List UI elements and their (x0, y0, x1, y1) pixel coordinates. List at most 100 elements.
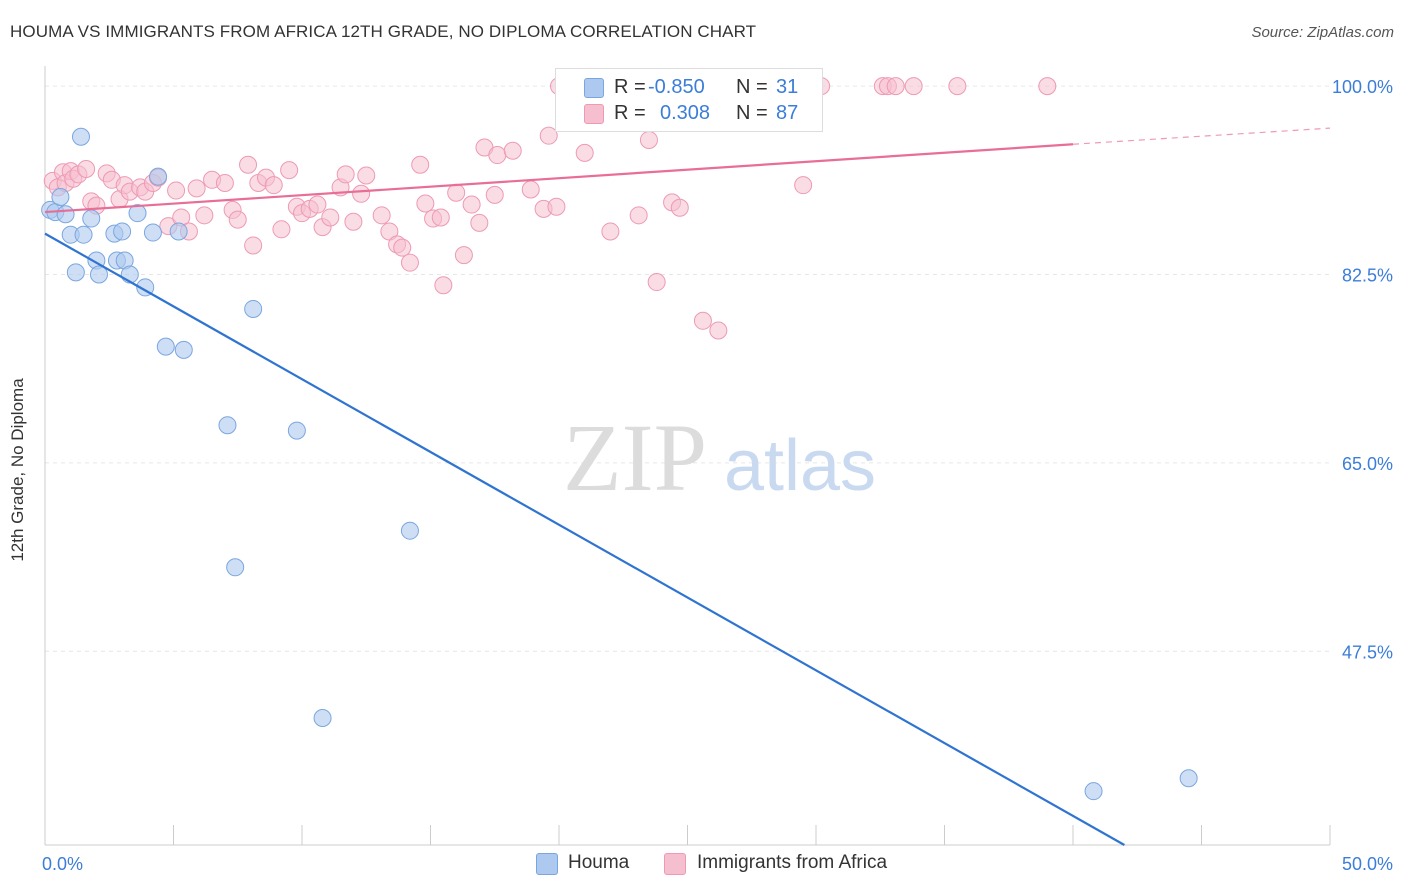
africa-swatch (584, 104, 604, 124)
houma-point (1084, 782, 1103, 801)
houma-point (143, 223, 162, 242)
africa-point (336, 165, 355, 184)
africa-point (886, 77, 905, 96)
africa-point (521, 180, 540, 199)
africa-trend-extension (1072, 127, 1331, 145)
africa-point (344, 212, 363, 231)
axes (44, 66, 1331, 846)
africa-point (488, 146, 507, 165)
houma-point (156, 337, 175, 356)
houma-n-value: 31 (776, 76, 799, 98)
x-tick-label: 0.0% (42, 854, 83, 874)
y-tick-label: 47.5% (1342, 642, 1393, 662)
data-points (41, 77, 1198, 801)
africa-point (321, 208, 340, 227)
africa-point (1038, 77, 1057, 96)
houma-point (218, 416, 237, 435)
africa-point (228, 210, 247, 229)
y-tick-label: 82.5% (1342, 266, 1393, 286)
africa-point (393, 238, 412, 257)
africa-point (629, 206, 648, 225)
africa-point (357, 166, 376, 185)
africa-point (709, 321, 728, 340)
africa-n-label: N = (736, 102, 768, 124)
houma-point (313, 708, 332, 727)
africa-point (308, 195, 327, 214)
africa-point (400, 253, 419, 272)
africa-point (454, 246, 473, 265)
africa-legend-swatch (664, 853, 686, 875)
africa-point (264, 176, 283, 195)
africa-point (372, 206, 391, 225)
africa-n-value: 87 (776, 102, 799, 124)
africa-point (794, 176, 813, 195)
africa-point (416, 194, 435, 213)
houma-point (56, 205, 75, 224)
houma-point (244, 299, 263, 318)
houma-swatch (584, 78, 604, 98)
africa-point (647, 273, 666, 292)
africa-point (434, 276, 453, 295)
africa-point (272, 220, 291, 239)
houma-point (174, 340, 193, 359)
africa-point (431, 208, 450, 227)
y-tick-label: 100.0% (1332, 77, 1393, 97)
africa-point (447, 183, 466, 202)
africa-point (948, 77, 967, 96)
africa-point (239, 155, 258, 174)
africa-point (904, 77, 923, 96)
africa-point (167, 181, 186, 200)
houma-point (82, 209, 101, 228)
houma-point (169, 222, 188, 241)
houma-point (400, 521, 419, 540)
houma-legend-label: Houma (568, 852, 630, 873)
africa-point (575, 143, 594, 162)
africa-point (462, 195, 481, 214)
houma-point (226, 558, 245, 577)
chart-title: HOUMA VS IMMIGRANTS FROM AFRICA 12TH GRA… (10, 22, 757, 41)
africa-point (77, 160, 96, 179)
africa-point (195, 206, 214, 225)
houma-point (287, 421, 306, 440)
africa-point (280, 161, 299, 180)
houma-legend-swatch (536, 853, 558, 875)
houma-point (113, 222, 132, 241)
tick-labels: 100.0% 82.5% 65.0% 47.5% 0.0% 50.0% (42, 77, 1393, 874)
africa-point (215, 174, 234, 193)
africa-point (670, 198, 689, 217)
houma-point (1179, 769, 1198, 788)
africa-r-value: 0.308 (660, 102, 711, 124)
watermark-atlas: atlas (724, 426, 876, 506)
houma-point (149, 167, 168, 186)
africa-point (470, 213, 489, 232)
africa-r-label: R = (614, 102, 646, 124)
africa-point (352, 184, 371, 203)
houma-n-label: N = (736, 76, 768, 98)
houma-r-value: -0.850 (648, 76, 705, 98)
stats-legend: R = -0.850 N = 31 R = 0.308 N = 87 (555, 68, 823, 132)
africa-point (539, 126, 558, 145)
africa-point (693, 311, 712, 330)
africa-point (187, 179, 206, 198)
houma-point (66, 263, 85, 282)
houma-point (89, 265, 108, 284)
africa-point (485, 185, 504, 204)
houma-r-label: R = (614, 76, 646, 98)
houma-point (128, 204, 147, 223)
africa-point (503, 141, 522, 160)
africa-point (547, 197, 566, 216)
houma-point (71, 127, 90, 146)
y-tick-label: 65.0% (1342, 454, 1393, 474)
africa-trend-line (44, 143, 1074, 214)
houma-trend-line (44, 232, 1125, 846)
africa-point (411, 155, 430, 174)
houma-point (74, 225, 93, 244)
africa-point (601, 222, 620, 241)
africa-point (639, 130, 658, 149)
source-credit: Source: ZipAtlas.com (1251, 24, 1394, 41)
trend-lines (44, 127, 1331, 846)
africa-point (244, 236, 263, 255)
x-tick-label: 50.0% (1342, 854, 1393, 874)
houma-point (51, 188, 70, 207)
